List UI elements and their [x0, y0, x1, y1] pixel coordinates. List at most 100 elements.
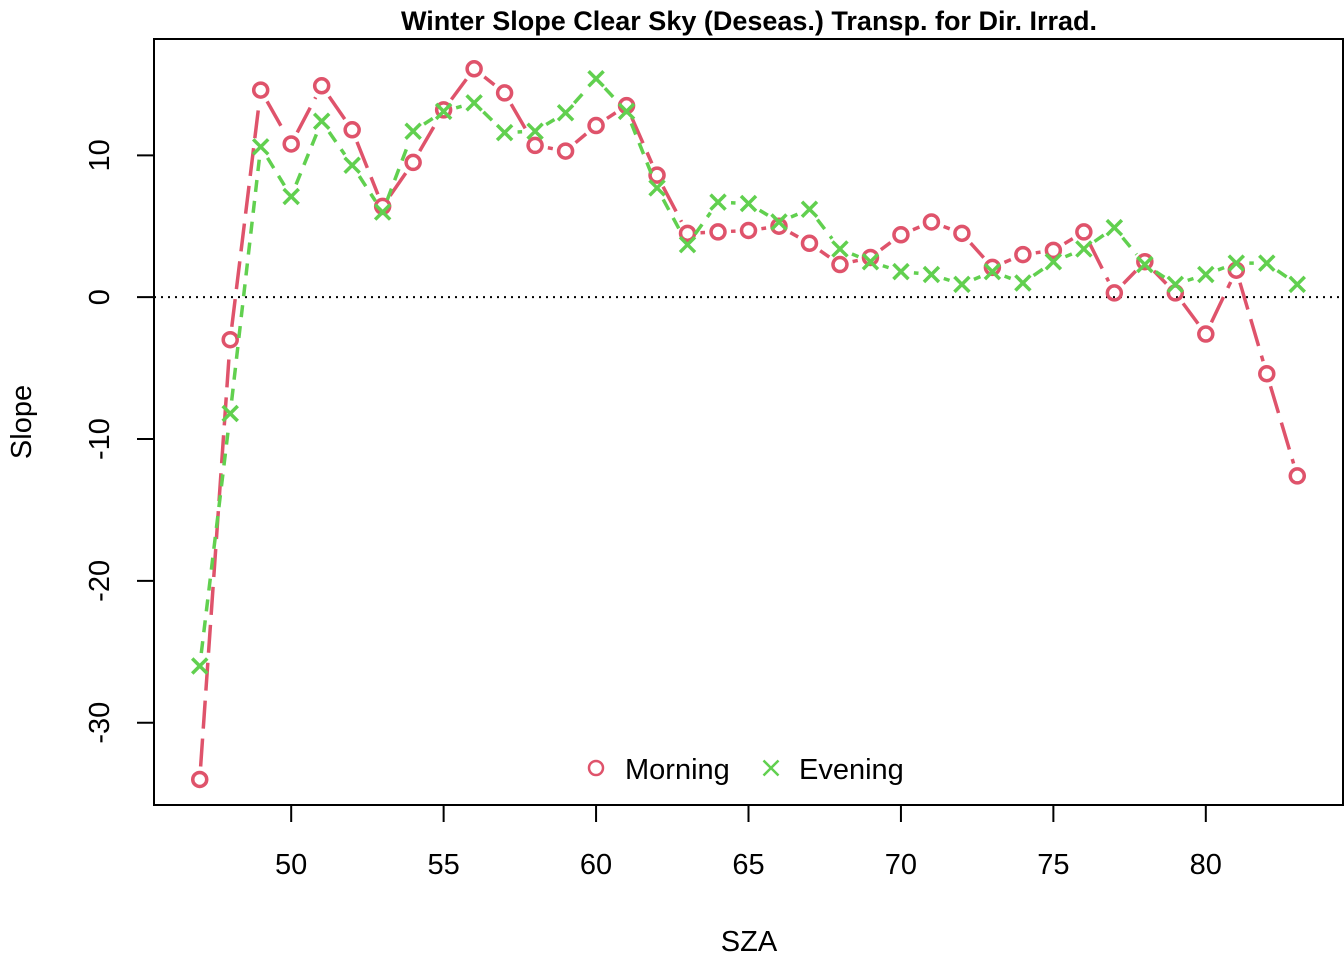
line-segment-morning: [355, 141, 380, 195]
point-morning: [282, 135, 300, 153]
line-segment-morning: [483, 75, 496, 87]
point-morning: [770, 217, 788, 235]
point-morning: [1197, 325, 1215, 343]
point-morning: [1044, 241, 1063, 260]
line-segment-morning: [969, 241, 986, 259]
x-tick-label: 50: [275, 849, 307, 881]
point-evening: [526, 122, 544, 140]
line-segment-evening: [572, 87, 589, 105]
cross-stroke: [1136, 255, 1154, 274]
line-segment-morning: [198, 352, 232, 767]
cross-stroke: [495, 123, 514, 142]
line-segment-evening: [1217, 266, 1225, 272]
line-segment-morning: [1122, 269, 1138, 285]
cross-stroke: [922, 265, 941, 284]
y-tick-label: -10: [84, 418, 116, 460]
cross-stroke: [526, 122, 544, 140]
cross-stroke: [465, 94, 483, 112]
point-evening: [861, 252, 880, 271]
point-evening: [1227, 254, 1246, 272]
legend-cross-marker: [762, 759, 780, 777]
line-segment-evening: [199, 426, 231, 654]
point-morning: [312, 77, 331, 95]
cross-stroke: [587, 69, 605, 88]
line-segment-morning: [606, 111, 617, 120]
point-evening: [282, 187, 300, 206]
line-segment-evening: [423, 116, 434, 126]
point-morning: [1288, 467, 1307, 485]
x-tick-label: 80: [1190, 849, 1222, 881]
line-segment-morning: [509, 103, 531, 136]
line-segment-morning: [852, 258, 859, 264]
point-evening: [1075, 240, 1093, 258]
line-segment-evening: [1032, 267, 1044, 277]
cross-stroke: [251, 138, 270, 156]
point-morning: [587, 116, 605, 135]
x-tick-label: 55: [427, 849, 459, 881]
line-segment-morning: [661, 185, 684, 223]
cross-stroke: [1166, 275, 1185, 294]
point-morning: [190, 770, 209, 789]
point-evening: [495, 123, 514, 142]
point-evening: [648, 179, 666, 197]
line-segment-evening: [1276, 269, 1288, 279]
series-layer: [190, 60, 1307, 789]
cross-stroke: [892, 262, 910, 281]
line-segment-morning: [449, 78, 468, 101]
point-evening: [556, 104, 575, 122]
cross-stroke: [312, 112, 331, 131]
point-morning: [556, 142, 575, 160]
cross-stroke: [1105, 218, 1124, 237]
point-evening: [1014, 274, 1032, 292]
point-evening: [1197, 265, 1215, 284]
line-segment-morning: [789, 231, 799, 239]
line-segment-evening: [943, 276, 951, 283]
line-segment-evening: [385, 142, 411, 201]
line-segment-evening: [758, 208, 769, 217]
cross-stroke: [709, 193, 727, 211]
line-segment-morning: [761, 226, 767, 231]
cross-stroke: [739, 194, 758, 213]
cross-stroke: [648, 179, 666, 197]
cross-stroke: [404, 122, 422, 140]
point-evening: [709, 193, 727, 211]
point-morning: [861, 248, 880, 267]
cross-stroke: [1197, 265, 1215, 284]
cross-stroke: [1288, 275, 1307, 294]
point-morning: [983, 258, 1002, 277]
point-evening: [922, 265, 941, 284]
cross-stroke: [953, 275, 971, 294]
point-evening: [221, 404, 239, 423]
cross-stroke: [800, 200, 819, 218]
line-segment-morning: [547, 146, 554, 151]
series-evening: [190, 69, 1307, 675]
point-morning: [251, 81, 270, 99]
cross-stroke: [1075, 240, 1093, 258]
cross-stroke: [1044, 252, 1063, 271]
line-segment-morning: [1063, 237, 1074, 246]
chart-title: Winter Slope Clear Sky (Deseas.) Transp.…: [401, 6, 1097, 36]
cross-stroke: [221, 404, 239, 423]
point-morning: [831, 255, 849, 274]
line-segment-morning: [1181, 302, 1200, 325]
cross-stroke: [373, 203, 392, 221]
point-evening: [312, 112, 331, 131]
point-morning: [343, 121, 361, 139]
point-morning: [404, 153, 422, 172]
cross-stroke: [343, 156, 361, 174]
line-segment-morning: [1003, 258, 1012, 264]
point-evening: [953, 275, 971, 294]
point-morning: [434, 101, 453, 119]
line-segment-evening: [1121, 236, 1138, 256]
point-morning: [1136, 252, 1154, 271]
point-evening: [343, 156, 361, 174]
x-tick-label: 70: [885, 849, 917, 881]
line-segment-evening: [357, 175, 378, 203]
plot-frame: [153, 38, 1344, 806]
line-segment-morning: [630, 116, 654, 164]
line-segment-morning: [912, 225, 921, 232]
line-segment-morning: [1209, 281, 1233, 324]
point-evening: [617, 102, 636, 121]
line-segment-evening: [882, 264, 890, 270]
